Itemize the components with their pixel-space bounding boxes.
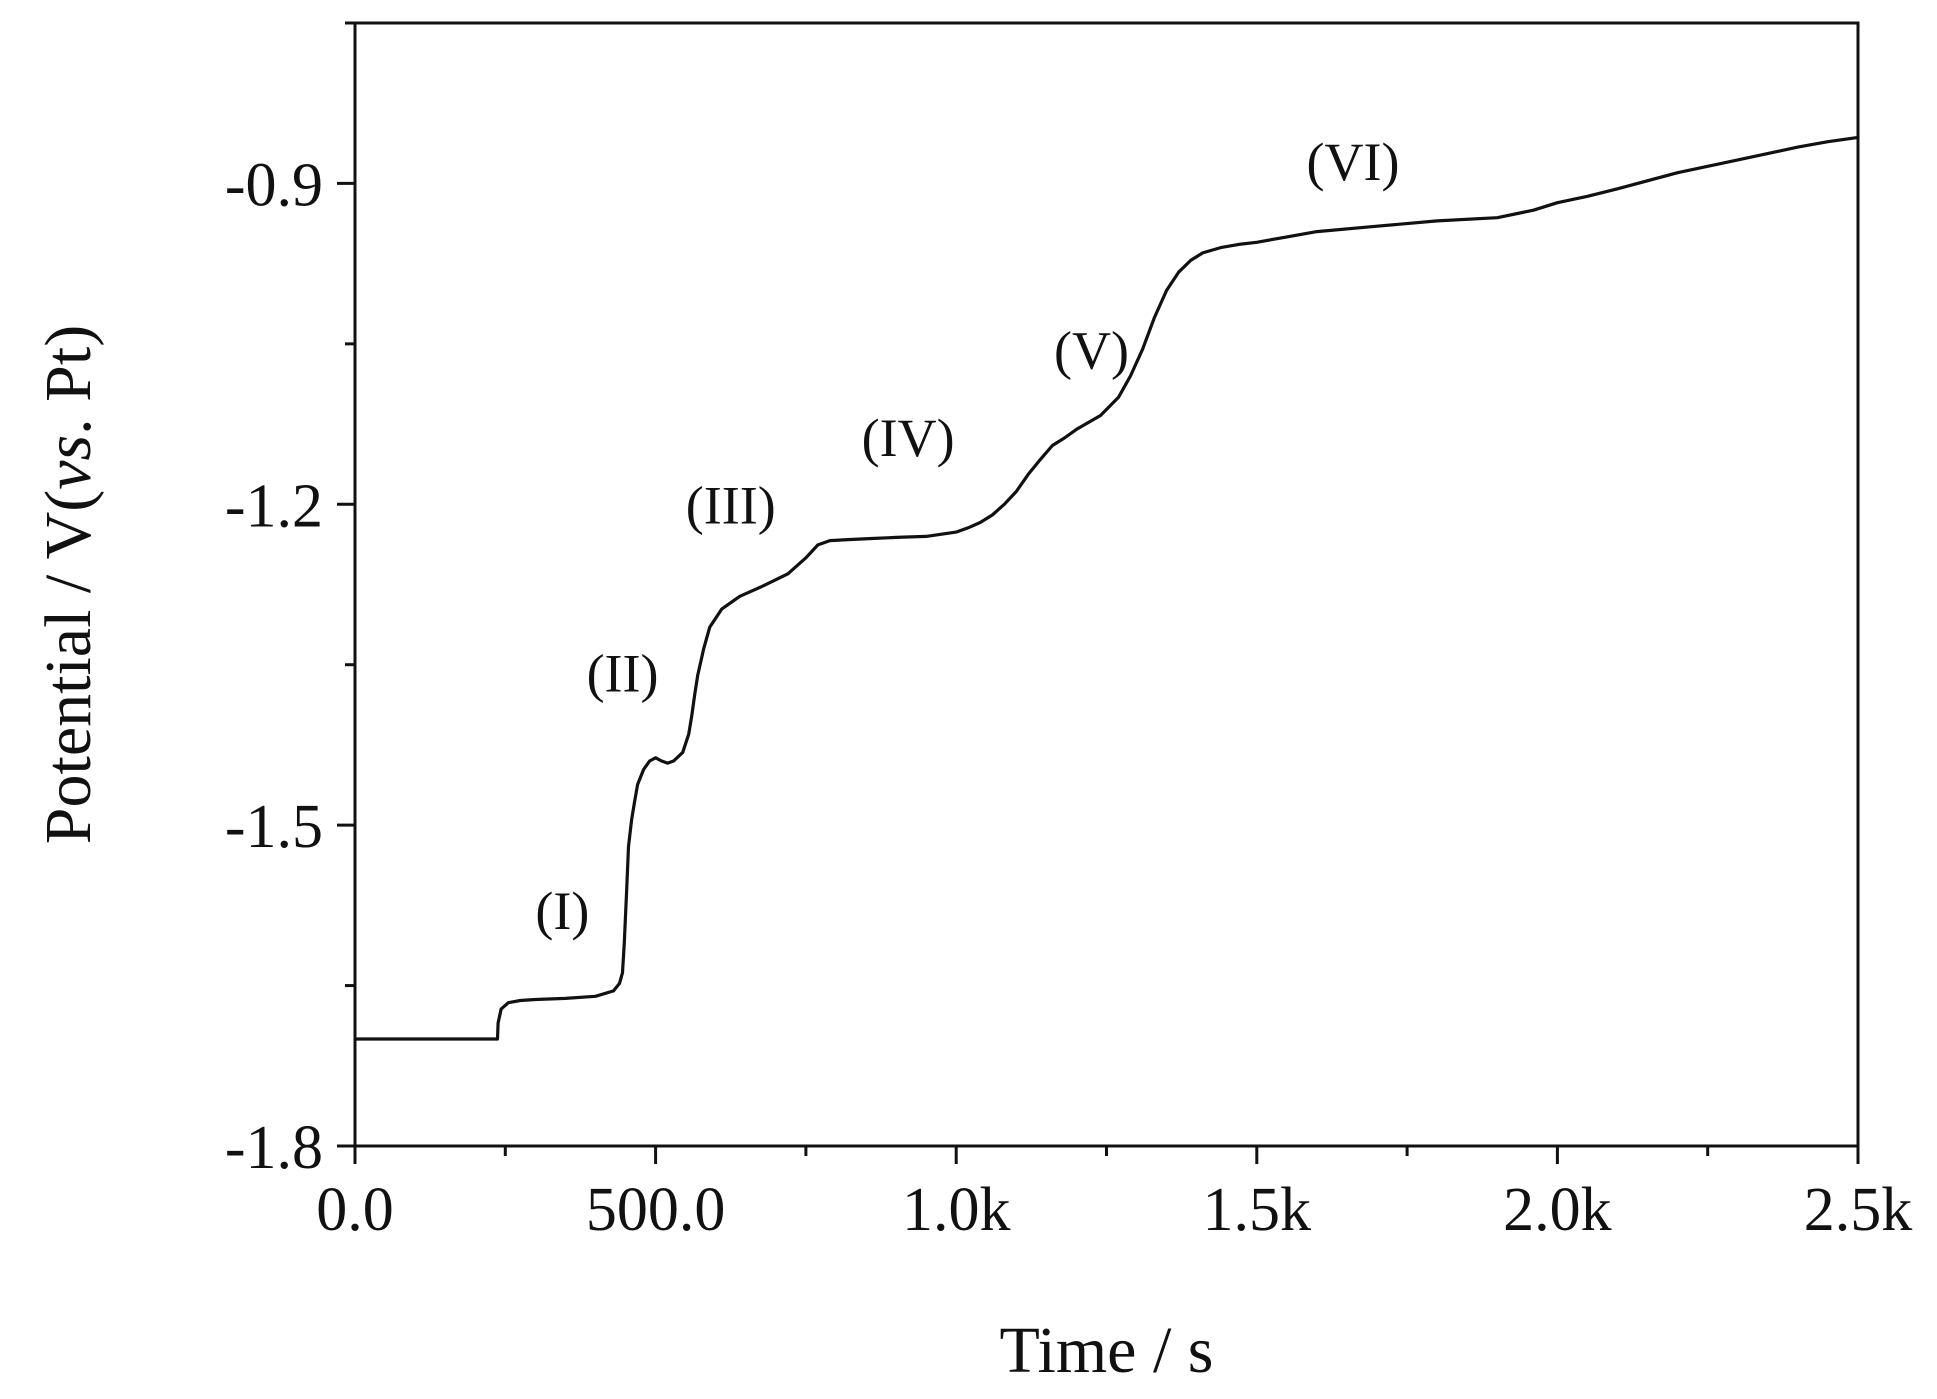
plot-frame	[353, 21, 1860, 1148]
y-tick-label: -1.5	[225, 793, 323, 861]
x-tick-label: 1.5k	[1203, 1176, 1312, 1244]
stage-annotation: (II)	[587, 643, 659, 703]
stage-annotation: (V)	[1054, 320, 1129, 380]
tick-labels: 0.0 500.0 1.0k 1.5k 2.0k 2.5k -1.8 -1.5 -1.2 -0.9	[225, 151, 1912, 1244]
y-tick-label: -1.2	[225, 472, 323, 540]
y-axis-label-italic: vs	[32, 435, 105, 490]
x-axis-label: Time / s	[1000, 1314, 1214, 1387]
x-tick-label: 2.5k	[1804, 1176, 1913, 1244]
stage-annotation: (VI)	[1307, 132, 1400, 192]
stage-annotation: (III)	[686, 476, 776, 536]
y-axis-label-suffix: . Pt)	[32, 325, 105, 435]
x-tick-label: 2.0k	[1503, 1176, 1612, 1244]
y-tick-label: -0.9	[225, 151, 323, 219]
potential-series-line	[353, 135, 1860, 1041]
axis-ticks	[337, 21, 1860, 1164]
y-axis-label: Potential / V(vs. Pt)	[32, 325, 105, 844]
y-tick-label: -1.8	[225, 1114, 323, 1182]
x-tick-label: 0.0	[316, 1176, 394, 1244]
stage-annotation: (IV)	[862, 408, 955, 468]
x-tick-label: 1.0k	[902, 1176, 1011, 1244]
series-layer	[353, 135, 1860, 1041]
y-axis-label-prefix: Potential / V(	[32, 490, 105, 844]
stage-annotations: (I) (II) (III) (IV) (V) (VI)	[535, 132, 1399, 941]
stage-annotation: (I)	[535, 881, 589, 941]
x-tick-label: 500.0	[586, 1176, 726, 1244]
